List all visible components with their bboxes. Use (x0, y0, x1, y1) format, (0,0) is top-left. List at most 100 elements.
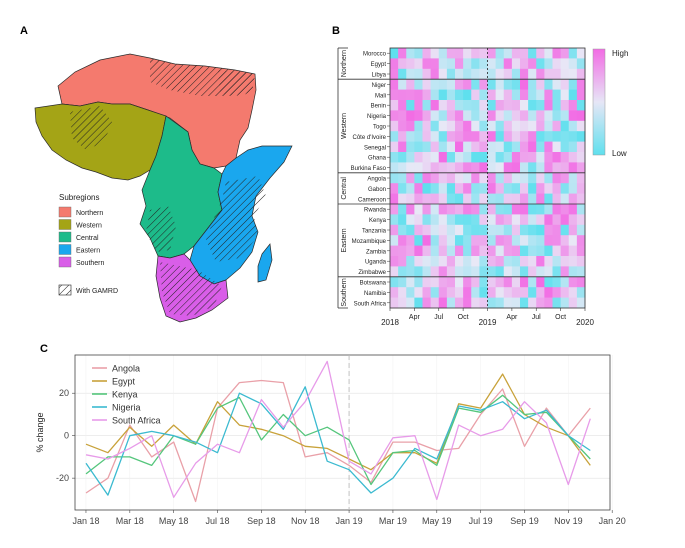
heatmap-cell (568, 131, 578, 142)
heatmap-cell (438, 100, 448, 111)
heatmap-cell (511, 100, 521, 111)
heatmap-cell (438, 48, 448, 59)
heatmap-cell (487, 297, 497, 309)
heatmap-cell (536, 224, 545, 236)
heatmap-cell (455, 297, 464, 309)
heatmap-cell (560, 214, 570, 226)
heatmap-cell (446, 183, 456, 194)
heatmap-cell (552, 224, 562, 236)
heatmap-cell (544, 256, 553, 267)
heatmap-cell (520, 245, 529, 257)
heatmap-cell (552, 266, 562, 278)
heatmap-cell (446, 224, 456, 236)
heatmap-cell (544, 58, 553, 70)
legend-label-eastern: Eastern (76, 248, 100, 255)
heatmap-cell (544, 297, 553, 309)
heatmap-cell (528, 131, 537, 142)
heatmap-cell (520, 100, 529, 111)
series-line-kenya (85, 394, 591, 486)
heatmap-cell (503, 276, 513, 288)
heatmap-cell (463, 256, 472, 267)
heatmap-cell (430, 120, 440, 132)
heatmap-cell (463, 100, 472, 111)
heatmap-cell (528, 141, 537, 153)
heatmap-row-label: Angola (367, 177, 386, 183)
heatmap-cell (471, 48, 480, 59)
heatmap-cell (568, 245, 578, 257)
heatmap-cell (446, 266, 456, 278)
heatmap-cell (479, 297, 488, 309)
heatmap-cell (390, 266, 399, 278)
heatmap-cell (446, 110, 456, 122)
heatmap-cell (552, 193, 562, 205)
heatmap-cell (390, 172, 399, 184)
heatmap-cell (511, 152, 521, 163)
heatmap-cell (390, 245, 399, 257)
heatmap-cell (520, 68, 529, 80)
legend-swatch-southern (58, 256, 72, 268)
heatmap-cell (398, 89, 407, 101)
heatmap-cell (455, 245, 464, 257)
heatmap-cell (568, 141, 578, 153)
heatmap-cell (495, 48, 505, 59)
heatmap-cell (479, 172, 488, 184)
heatmap-cell (503, 110, 513, 122)
heatmap-cell (503, 152, 513, 163)
heatmap-cell (560, 287, 570, 298)
heatmap-cell (552, 100, 562, 111)
heatmap-cell (520, 235, 529, 246)
heatmap-cell (471, 110, 480, 122)
heatmap-cell (438, 224, 448, 236)
heatmap-cell (552, 141, 562, 153)
heatmap-cell (438, 235, 448, 246)
heatmap-cell (422, 297, 432, 309)
heatmap-cell (430, 152, 440, 163)
heatmap-cell (463, 193, 472, 205)
heatmap-cell (511, 266, 521, 278)
heatmap-cell (544, 89, 553, 101)
y-tick-label: 20 (59, 388, 69, 398)
heatmap-cell (422, 152, 432, 163)
heatmap-cell (552, 162, 562, 174)
heatmap-cell (422, 235, 432, 246)
heatmap-cell (471, 266, 480, 278)
legend-label-western: Western (76, 223, 102, 230)
heatmap-cell (503, 183, 513, 194)
heatmap-cell (576, 152, 586, 163)
heatmap-cell (463, 224, 472, 236)
heatmap-cell (528, 224, 537, 236)
heatmap-cell (544, 120, 553, 132)
heatmap-cell (479, 214, 488, 226)
heatmap-cell (544, 48, 553, 59)
heatmap-cell (528, 235, 537, 246)
heatmap-cell (471, 162, 480, 174)
heatmap-cell (438, 287, 448, 298)
heatmap-cell (430, 266, 440, 278)
heatmap-cell (495, 235, 505, 246)
heatmap-cell (536, 120, 545, 132)
heatmap-cell (495, 162, 505, 174)
heatmap-cell (503, 256, 513, 267)
heatmap-cell (446, 245, 456, 257)
legend-label-central: Central (76, 235, 99, 242)
heatmap-x-label: Jul (532, 314, 541, 321)
heatmap-cell (536, 100, 545, 111)
heatmap-cell (422, 172, 432, 184)
heatmap-cell (576, 120, 586, 132)
heatmap-cell (568, 172, 578, 184)
heatmap-cell (576, 48, 586, 59)
heatmap-cell (520, 172, 529, 184)
legend-label-southern: Southern (76, 260, 105, 267)
heatmap-cell (576, 245, 586, 257)
heatmap-cell (398, 141, 407, 153)
heatmap-cell (414, 276, 423, 288)
heatmap-cell (438, 120, 448, 132)
heatmap-cell (446, 141, 456, 153)
heatmap-cell (438, 193, 448, 205)
heatmap-cell (438, 172, 448, 184)
heatmap-cell (471, 120, 480, 132)
heatmap-cell (487, 68, 497, 80)
heatmap-cell (446, 204, 456, 215)
heatmap-cell (430, 204, 440, 215)
heatmap-cell (414, 79, 423, 90)
